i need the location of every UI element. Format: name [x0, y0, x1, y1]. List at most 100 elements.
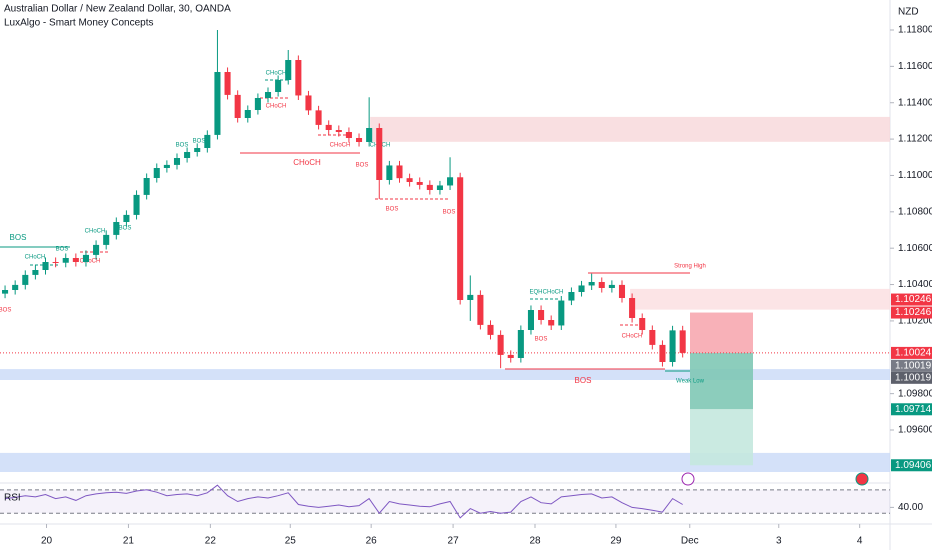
smc-label: CHoCH — [293, 158, 321, 167]
price-badge — [891, 346, 932, 359]
candle-body — [477, 294, 484, 325]
price-badge-label: 1.10246 — [895, 307, 932, 318]
rsi-title: RSI — [4, 493, 21, 504]
event-icon[interactable] — [855, 472, 869, 486]
candle-body — [436, 185, 443, 190]
price-badge-label: 1.10019 — [895, 372, 932, 383]
price-badge-label: 1.09714 — [895, 404, 932, 415]
price-badge-label: 1.10024 — [895, 348, 932, 359]
smc-label: BOS — [575, 376, 592, 385]
smc-label: BOS — [10, 233, 27, 242]
candle-body — [2, 290, 9, 294]
x-tick-label: 27 — [448, 536, 460, 547]
smc-label: BOS — [176, 143, 189, 149]
candle-body — [406, 178, 413, 182]
price-badge-label: 1.10246 — [895, 294, 932, 305]
candle-body — [275, 80, 282, 92]
candle-body — [568, 292, 575, 301]
candle-body — [264, 92, 272, 98]
candle-body — [497, 334, 504, 355]
event-icon[interactable] — [681, 472, 695, 486]
candle-body — [527, 310, 534, 330]
smc-label: BOS — [56, 247, 69, 253]
candle-body — [305, 95, 312, 111]
candle-body — [22, 274, 29, 285]
rsi-tick-label: 40.00 — [898, 502, 923, 513]
smc-label: BOS — [443, 210, 456, 216]
candle-body — [315, 110, 322, 125]
smc-label: BOS — [356, 163, 369, 169]
candle-body — [457, 177, 464, 300]
candle-body — [32, 270, 39, 275]
x-tick-label: 22 — [205, 536, 217, 547]
smc-label: BOS — [0, 308, 11, 314]
candle-body — [649, 330, 656, 345]
candle-body — [204, 134, 211, 148]
smc-label: Strong High — [674, 264, 706, 270]
candle-body — [548, 320, 555, 326]
candle-body — [93, 244, 100, 255]
y-tick-label: 1.09800 — [898, 388, 932, 399]
rsi-line — [5, 484, 683, 519]
zone — [630, 288, 890, 310]
price-badge-label: 1.09406 — [895, 460, 932, 471]
smc-label: CHoCH — [266, 71, 287, 77]
x-tick-label: 4 — [857, 536, 863, 547]
candle-body — [143, 178, 150, 195]
candle-body — [447, 177, 454, 186]
y-tick-label: 1.11000 — [898, 170, 932, 181]
candle-body — [244, 110, 251, 118]
x-tick-label: 29 — [610, 536, 622, 547]
y-tick-label: 1.11200 — [898, 134, 932, 145]
rsi-band-fill — [0, 489, 890, 514]
target-zone — [690, 409, 753, 466]
price-badge — [891, 371, 932, 384]
y-tick-label: 1.10800 — [898, 206, 932, 217]
x-tick-label: 21 — [123, 536, 135, 547]
candle-body — [588, 282, 595, 286]
x-tick-label: 28 — [529, 536, 541, 547]
candle-body — [507, 354, 514, 358]
smc-label: BOS — [119, 226, 132, 232]
smc-label: CHoCH — [622, 334, 643, 340]
candle-body — [366, 128, 373, 142]
y-tick-label: 1.11800 — [898, 25, 932, 36]
candle-body — [163, 164, 170, 168]
candle-body — [396, 165, 403, 179]
smc-label: CHoCH — [80, 259, 101, 265]
smc-label: BOS — [386, 207, 399, 213]
y-tick-label: 1.09600 — [898, 425, 932, 436]
candle-body — [12, 284, 19, 290]
candle-body — [578, 285, 585, 292]
stop-zone — [690, 312, 753, 353]
x-tick-label: 26 — [366, 536, 378, 547]
candle-body — [376, 128, 383, 180]
candle-body — [254, 98, 261, 110]
candle-body — [679, 330, 686, 353]
smc-label: CHoCH — [25, 255, 46, 261]
smc-label: BOS — [535, 337, 548, 343]
candle-body — [82, 254, 89, 262]
candle-body — [558, 300, 565, 326]
candle-body — [487, 324, 494, 335]
y-tick-label: 1.10400 — [898, 279, 932, 290]
indicator-name: LuxAlgo - Smart Money Concepts — [4, 18, 154, 29]
zone — [0, 369, 890, 380]
candle-body — [103, 234, 110, 245]
smc-label: CHoCH — [85, 229, 106, 235]
candle-body — [538, 310, 545, 320]
candle-body — [325, 124, 332, 130]
candle-body — [426, 184, 433, 190]
candle-body — [224, 72, 231, 95]
price-badge-label: 1.10019 — [895, 360, 932, 371]
candle-body — [386, 165, 393, 180]
plot: BOS BOS CHoCH BOS CHoCH CHoCH BOS BOS BOS CHoCH CH… — [0, 25, 932, 547]
candle-body — [123, 214, 130, 222]
x-tick-label: 25 — [285, 536, 297, 547]
candle-body — [62, 258, 69, 263]
candle-body — [517, 330, 524, 358]
candle-body — [72, 258, 79, 262]
candle-body — [234, 94, 241, 118]
candle-body — [467, 294, 474, 300]
candle-body — [659, 344, 666, 362]
